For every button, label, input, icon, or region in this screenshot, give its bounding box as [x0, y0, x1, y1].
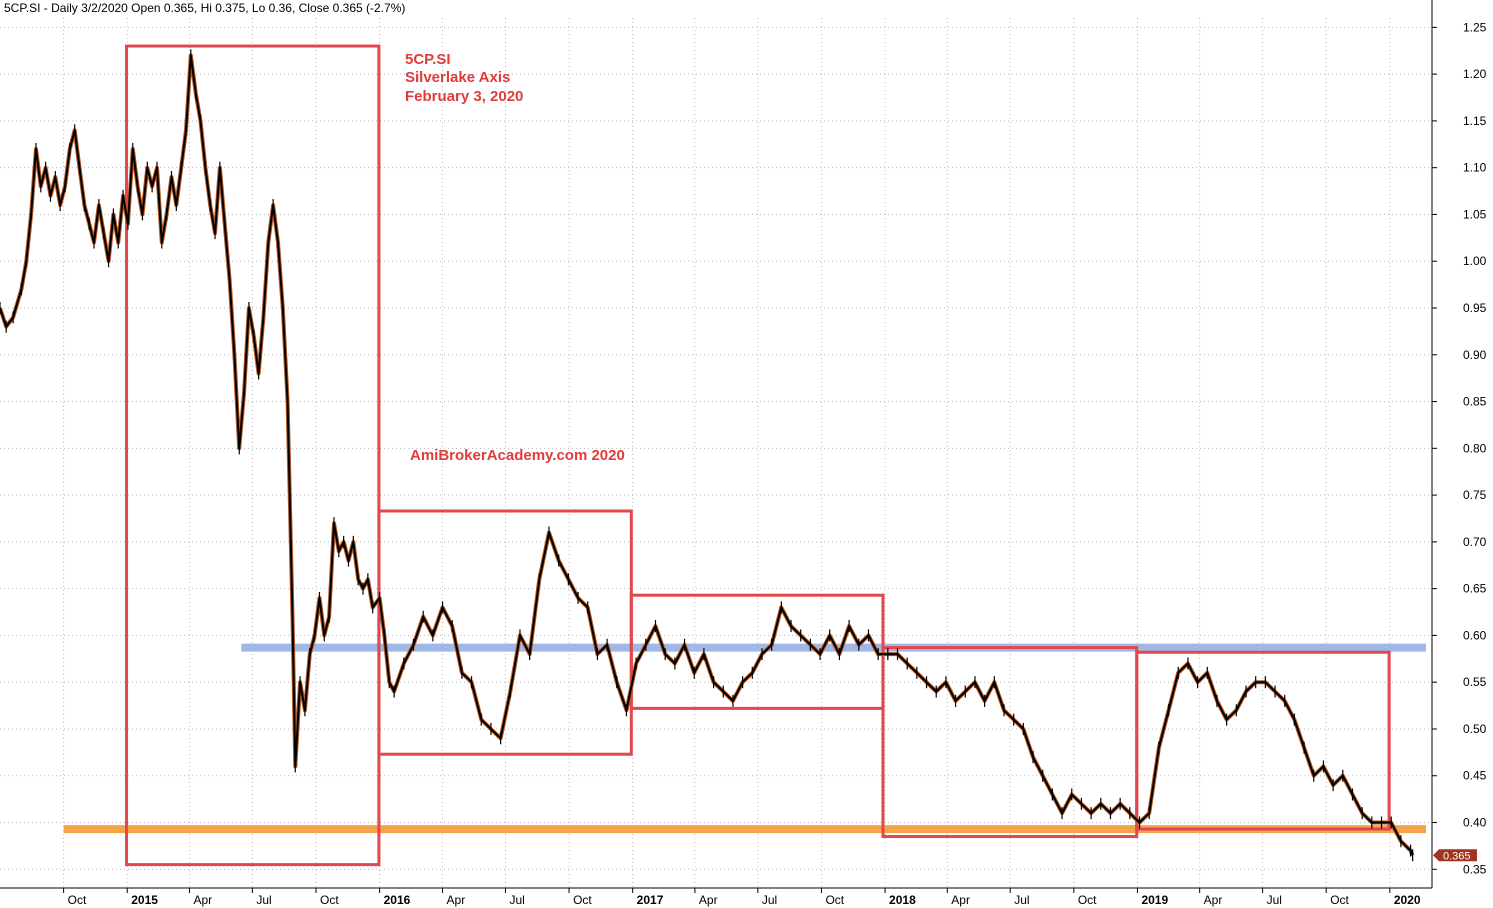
price-series-shadow	[0, 53, 1415, 857]
x-tick-label: 2020	[1394, 893, 1421, 907]
y-tick-label: 0.55	[1463, 675, 1487, 689]
x-tick-label: Oct	[1330, 893, 1349, 907]
x-tick-label: Apr	[193, 893, 212, 907]
watermark-text: AmiBrokerAcademy.com 2020	[410, 447, 625, 464]
chart-header-info: 5CP.SI - Daily 3/2/2020 Open 0.365, Hi 0…	[4, 1, 405, 15]
y-tick-label: 0.95	[1463, 301, 1487, 315]
x-tick-label: Apr	[1204, 893, 1223, 907]
y-tick-label: 0.75	[1463, 488, 1487, 502]
x-tick-label: Oct	[573, 893, 592, 907]
last-value-badge: 0.365	[1433, 849, 1477, 862]
x-tick-label: Oct	[68, 893, 87, 907]
x-tick-label: 2018	[889, 893, 916, 907]
y-tick-label: 1.25	[1463, 20, 1487, 34]
x-tick-label: Oct	[825, 893, 844, 907]
x-tick-label: 2015	[131, 893, 158, 907]
y-tick-label: 0.45	[1463, 769, 1487, 783]
y-tick-label: 1.10	[1463, 161, 1487, 175]
chart-grid	[0, 18, 1432, 888]
y-axis: 1.25 1.20 1.15 1.10 1.05 1.00 0.95 0.90 0.85 0.80…	[1431, 0, 1487, 888]
y-tick-label: 0.50	[1463, 722, 1487, 736]
y-tick-label: 0.85	[1463, 395, 1487, 409]
y-tick-label: 1.00	[1463, 254, 1487, 268]
range-box	[1135, 650, 1391, 831]
annotation-ticker: 5CP.SI	[405, 51, 451, 68]
x-tick-label: Oct	[1078, 893, 1097, 907]
range-box	[629, 593, 885, 710]
range-box	[125, 44, 381, 867]
x-tick-label: Jul	[1014, 893, 1029, 907]
y-tick-label: 0.80	[1463, 441, 1487, 455]
price-series	[0, 49, 1415, 862]
horizontal-levels	[63, 643, 1426, 834]
y-tick-label: 0.70	[1463, 535, 1487, 549]
x-tick-label: Jul	[762, 893, 777, 907]
x-tick-label: 2017	[637, 893, 664, 907]
x-tick-label: Apr	[951, 893, 970, 907]
annotation-date: February 3, 2020	[405, 88, 523, 105]
range-boxes	[125, 44, 1391, 867]
price-series-line	[0, 54, 1414, 856]
x-tick-label: Apr	[699, 893, 718, 907]
last-value-badge-shape	[1433, 849, 1477, 862]
y-tick-label: 1.05	[1463, 207, 1487, 221]
y-tick-label: 0.65	[1463, 582, 1487, 596]
x-tick-label: 2019	[1141, 893, 1168, 907]
y-tick-label: 0.40	[1463, 816, 1487, 830]
x-tick-label: Jul	[509, 893, 524, 907]
y-tick-label: 1.20	[1463, 67, 1487, 81]
y-tick-label: 0.35	[1463, 862, 1487, 876]
annotation-company: Silverlake Axis	[405, 69, 510, 86]
x-tick-label: 2016	[384, 893, 411, 907]
x-tick-label: Jul	[256, 893, 271, 907]
x-axis: Oct 2015 Apr Jul Oct 2016 Apr Jul Oct 2017 Apr Jul O…	[0, 887, 1432, 907]
x-tick-label: Oct	[320, 893, 339, 907]
y-tick-label: 1.15	[1463, 114, 1487, 128]
x-tick-label: Apr	[447, 893, 466, 907]
last-value-label: 0.365	[1443, 850, 1471, 862]
y-tick-label: 0.60	[1463, 628, 1487, 642]
x-tick-label: Jul	[1267, 893, 1282, 907]
y-tick-label: 0.90	[1463, 348, 1487, 362]
